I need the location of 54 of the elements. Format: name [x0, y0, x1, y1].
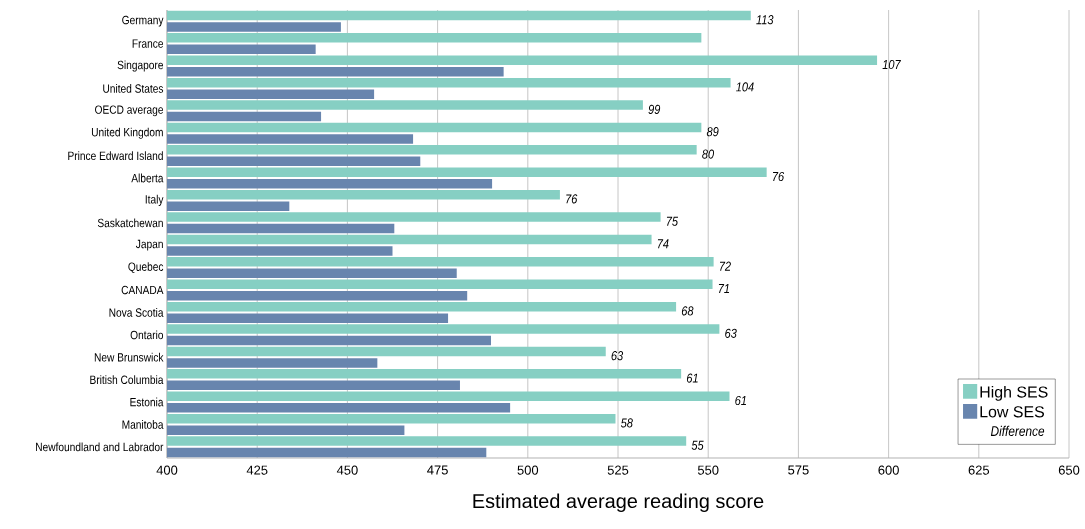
y-tick-label: British Columbia	[90, 375, 164, 384]
annotation: 58	[620, 418, 633, 428]
annotation: 71	[718, 284, 730, 293]
x-tick-label: 525	[607, 465, 629, 475]
annotation: 68	[681, 306, 694, 316]
annotation: 61	[735, 395, 747, 406]
annotation: 75	[666, 216, 679, 226]
y-tick-label: OECD average	[95, 105, 164, 117]
annotation: 107	[882, 59, 901, 70]
x-tick-label: 500	[517, 465, 539, 475]
annotation: 89	[706, 127, 719, 137]
annotation: 104	[736, 82, 754, 92]
annotation: 74	[657, 239, 669, 249]
x-tick-label: 475	[427, 465, 448, 475]
annotation: 63	[611, 351, 624, 361]
x-tick-label: 650	[1058, 465, 1080, 475]
y-tick-label: Germany	[122, 15, 164, 27]
y-tick-label: Estonia	[130, 397, 164, 407]
annotation: 72	[719, 261, 731, 271]
y-tick-label: Manitoba	[122, 420, 164, 429]
x-tick-label: 600	[878, 465, 899, 475]
x-tick-label: 550	[697, 465, 719, 475]
y-tick-label: France	[132, 39, 164, 48]
y-tick-label: Saskatchewan	[97, 218, 163, 228]
y-tick-label: Alberta	[131, 173, 164, 183]
y-tick-label: Newfoundland and Labrador	[36, 442, 164, 452]
y-tick-label: New Brunswick	[94, 352, 164, 362]
annotation: 80	[702, 149, 715, 159]
annotation: 63	[725, 328, 737, 338]
y-tick-label: United States	[103, 84, 164, 93]
annotation: 76	[566, 194, 578, 204]
x-tick-label: 625	[968, 465, 990, 475]
legend-label: Low SES	[980, 406, 1045, 418]
y-tick-label: Ontario	[130, 330, 164, 340]
annotation: 99	[648, 104, 661, 114]
y-tick-label: Nova Scotia	[109, 308, 164, 317]
y-tick-label: CANADA	[121, 285, 164, 295]
y-tick-label: United Kingdom	[91, 127, 163, 139]
y-tick-label: Japan	[135, 239, 163, 251]
y-tick-label: Prince Edward Island	[68, 151, 163, 160]
y-tick-label: Singapore	[117, 60, 164, 72]
x-tick-label: 400	[156, 465, 178, 475]
x-tick-label: 575	[788, 465, 809, 475]
y-tick-label: Italy	[145, 194, 164, 206]
annotation: 61	[686, 373, 698, 383]
legend-label: High SES	[980, 385, 1048, 401]
annotation: 76	[772, 171, 785, 182]
y-tick-label: Quebec	[128, 262, 164, 274]
x-tick-label: 450	[336, 465, 358, 475]
annotation: 55	[691, 440, 704, 450]
x-axis-title: Estimated average reading score	[473, 493, 764, 513]
legend-title: Difference	[990, 425, 1045, 437]
annotation: 113	[756, 15, 774, 25]
x-tick-label: 425	[246, 465, 268, 475]
